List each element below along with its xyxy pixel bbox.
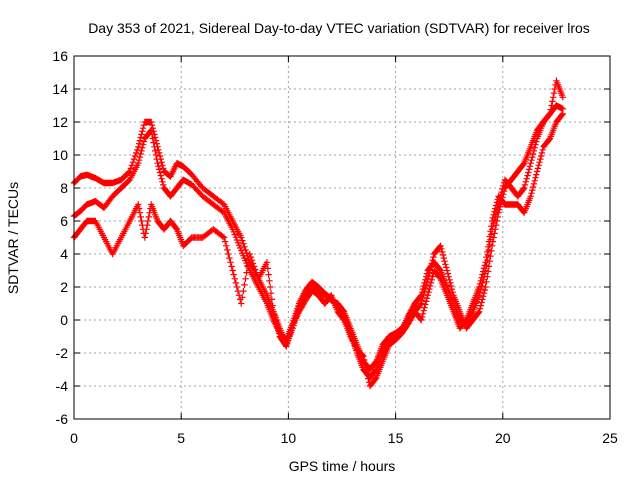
y-axis-label: SDTVAR / TECUs bbox=[5, 182, 21, 294]
x-tick-label: 0 bbox=[70, 430, 78, 446]
x-tick-label: 10 bbox=[281, 430, 297, 446]
y-tick-label: 6 bbox=[60, 213, 68, 229]
x-tick-label: 25 bbox=[602, 430, 618, 446]
y-tick-label: -2 bbox=[56, 345, 69, 361]
grid-lines bbox=[74, 56, 610, 419]
y-tick-label: 2 bbox=[60, 279, 68, 295]
y-tick-label: 14 bbox=[52, 81, 68, 97]
y-tick-label: 16 bbox=[52, 48, 68, 64]
y-tick-label: 12 bbox=[52, 114, 68, 130]
y-tick-label: 8 bbox=[60, 180, 68, 196]
chart-title: Day 353 of 2021, Sidereal Day-to-day VTE… bbox=[88, 20, 590, 36]
y-tick-label: 0 bbox=[60, 312, 68, 328]
y-tick-label: 10 bbox=[52, 147, 68, 163]
x-axis-label: GPS time / hours bbox=[289, 458, 396, 474]
y-tick-label: 4 bbox=[60, 246, 68, 262]
y-tick-label: -6 bbox=[56, 411, 69, 427]
data-points bbox=[70, 77, 566, 390]
x-tick-label: 15 bbox=[388, 430, 404, 446]
y-tick-label: -4 bbox=[56, 378, 69, 394]
x-tick-label: 5 bbox=[177, 430, 185, 446]
x-tick-label: 20 bbox=[495, 430, 511, 446]
axis-ticks: 0 5 10 15 20 25 -6 -4 -2 0 2 4 6 8 10 12 14 16 bbox=[52, 48, 618, 446]
plot-frame bbox=[73, 55, 611, 420]
